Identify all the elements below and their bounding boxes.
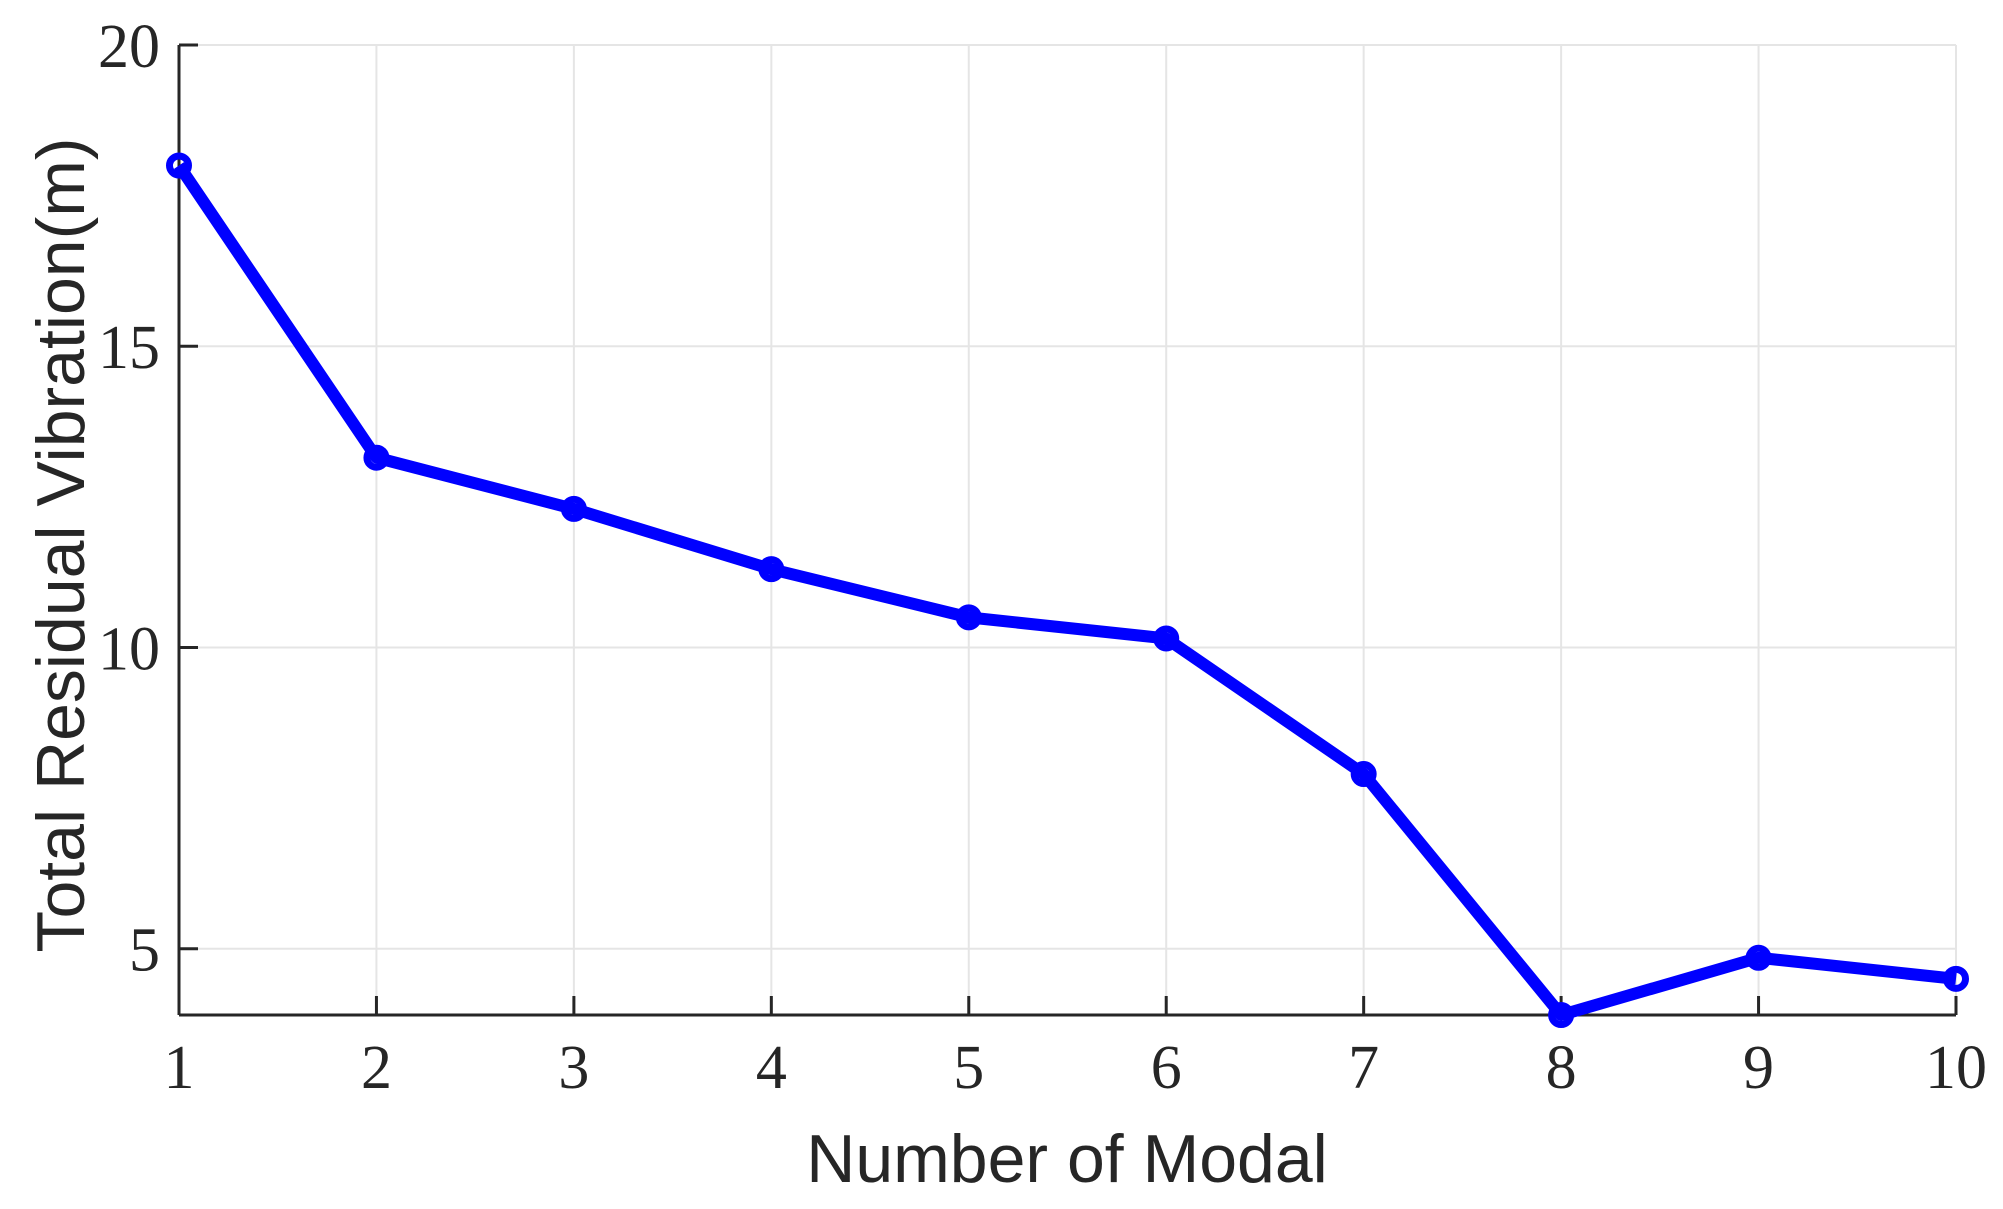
x-tick-label: 4: [756, 1034, 787, 1102]
series-layer: [166, 152, 1969, 1028]
data-point-marker: [1943, 965, 1969, 992]
y-tick-label: 5: [129, 917, 160, 985]
series-line: [174, 162, 1957, 1021]
y-tick-label: 15: [98, 314, 160, 382]
x-tick-label: 1: [164, 1034, 195, 1102]
data-point-marker: [1350, 761, 1377, 788]
x-axis-label: Number of Modal: [806, 1121, 1328, 1197]
grid-layer: [178, 44, 1957, 1015]
data-point-marker: [363, 444, 390, 471]
data-point-marker: [560, 495, 587, 522]
data-point-marker: [758, 556, 785, 583]
y-axis-label: Total Residual Vibration(m): [23, 137, 99, 952]
data-point-marker: [1745, 944, 1772, 971]
y-tick-label: 20: [98, 13, 160, 81]
x-tick-label: 3: [558, 1034, 589, 1102]
x-tick-label: 9: [1743, 1034, 1774, 1102]
data-point-marker: [955, 604, 982, 631]
x-tick-label: 8: [1546, 1034, 1577, 1102]
data-point-marker: [1153, 625, 1180, 652]
x-tick-label: 6: [1151, 1034, 1182, 1102]
x-tick-label: 10: [1925, 1034, 1987, 1102]
x-tick-label: 5: [953, 1034, 984, 1102]
data-point-marker: [166, 152, 192, 179]
axes-layer: [177, 43, 1958, 1017]
x-tick-label: 2: [361, 1034, 392, 1102]
data-point-marker: [1548, 1002, 1575, 1028]
tick-label-layer: 1 2 3 4 5 6 7 8 9 10 5 10 15 20: [98, 13, 1987, 1102]
y-tick-label: 10: [98, 615, 160, 683]
x-tick-label: 7: [1348, 1034, 1379, 1102]
